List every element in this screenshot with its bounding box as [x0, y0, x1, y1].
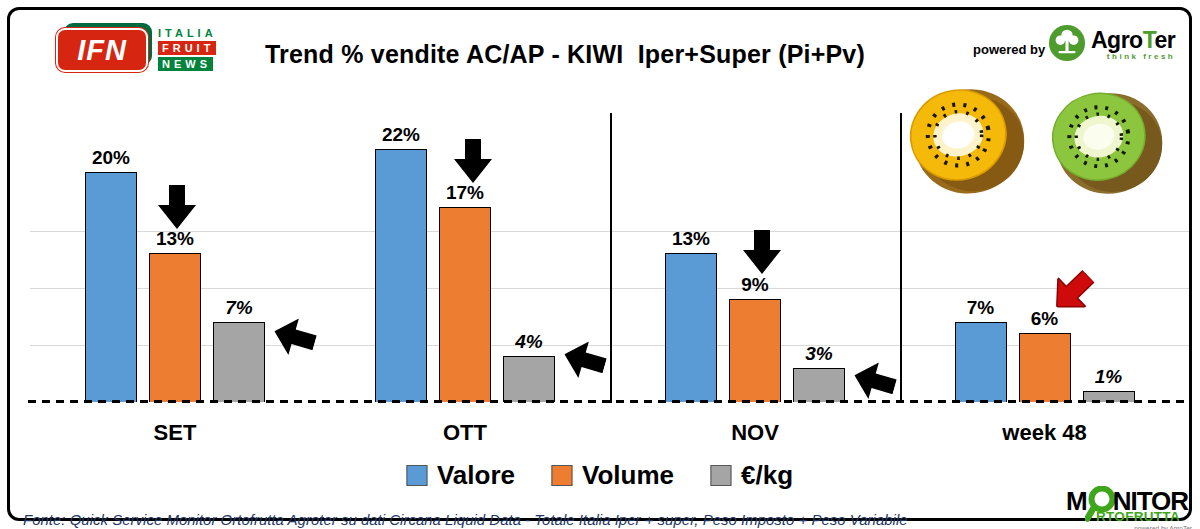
bar-valore-ott	[375, 149, 427, 402]
bar-valore-nov	[665, 253, 717, 403]
bar-column: 1%	[1083, 366, 1135, 403]
black-down-arrow-icon-ott	[454, 139, 492, 187]
x-axis-label-nov: NOV	[610, 420, 900, 446]
bar-value-label: 4%	[515, 331, 542, 353]
bar-volume-ott	[439, 207, 491, 403]
bar-value-label: 6%	[1031, 308, 1058, 330]
bar--kg-ott	[503, 356, 555, 402]
bar-group-set: 20% 13% 7%	[30, 113, 320, 402]
ifn-logo-red-box: IFN	[56, 28, 148, 72]
monitor-logo-m: M	[1066, 488, 1087, 514]
source-note: Fonte: Quick Service Monitor Ortofrutta …	[23, 511, 908, 528]
agroter-name: AgroTer	[1091, 27, 1175, 53]
bar--kg-set	[213, 322, 265, 403]
bar-column: 7%	[955, 297, 1007, 403]
x-axis-baseline	[28, 400, 1191, 403]
agroter-logo: AgroTer think fresh	[1048, 24, 1175, 66]
bar-column: 17%	[439, 182, 491, 403]
x-axis-labels: SETOTTNOVweek 48	[30, 414, 1191, 446]
bar-value-label: 7%	[967, 297, 994, 319]
x-axis-label-ott: OTT	[320, 420, 610, 446]
bar-column: 7%	[213, 297, 265, 403]
bar-column: 13%	[665, 228, 717, 403]
x-axis-label-set: SET	[30, 420, 320, 446]
bar-value-label: 22%	[382, 124, 420, 146]
legend-label: Valore	[437, 460, 515, 491]
bar-valore-week-48	[955, 322, 1007, 403]
ifn-logo-italia: ITALIA	[158, 27, 217, 39]
bar-value-label: 13%	[672, 228, 710, 250]
legend-item-volume: Volume	[551, 460, 674, 491]
bar-volume-set	[149, 253, 201, 403]
ifn-logo-wordmark: ITALIA FRUIT NEWS	[158, 27, 217, 71]
bar-volume-nov	[729, 299, 781, 403]
ifn-logo-news: NEWS	[158, 57, 213, 71]
bar-volume-week-48	[1019, 333, 1071, 402]
bar-value-label: 3%	[805, 343, 832, 365]
bar-value-label: 1%	[1095, 366, 1122, 388]
bar-value-label: 7%	[225, 297, 252, 319]
legend-item--kg: €/kg	[710, 460, 793, 491]
ifn-logo-abbr: IFN	[77, 34, 127, 67]
monitor-logo-powered-by: powered by AgroTer	[1066, 526, 1192, 529]
black-down-arrow-icon-nov	[743, 230, 781, 278]
bar-column: 6%	[1019, 308, 1071, 402]
powered-by-label: powered by	[973, 42, 1045, 57]
plot-right-border	[1189, 113, 1191, 403]
chart-title: Trend % vendite AC/AP - KIWI Iper+Super …	[265, 40, 865, 69]
bar--kg-nov	[793, 368, 845, 403]
ifn-logo-fruit: FRUIT	[158, 41, 216, 55]
legend-swatch	[710, 465, 731, 486]
x-axis-label-week-48: week 48	[900, 420, 1189, 446]
bar-valore-set	[85, 172, 137, 402]
agroter-wordmark: AgroTer think fresh	[1091, 29, 1175, 61]
bar-column: 4%	[503, 331, 555, 402]
bar-column: 22%	[375, 124, 427, 402]
legend-label: €/kg	[741, 460, 793, 491]
bar-value-label: 20%	[92, 147, 130, 169]
plot-area: 20% 13% 7% 22% 17% 4% 13% 9% 3% 7% 6% 1%	[30, 113, 1191, 403]
legend-swatch	[551, 465, 572, 486]
legend-label: Volume	[582, 460, 674, 491]
chart-legend: Valore Volume €/kg	[406, 460, 793, 491]
chart-frame: IFN ITALIA FRUIT NEWS Trend % vendite AC…	[7, 7, 1192, 521]
bar-column: 13%	[149, 228, 201, 403]
monitor-ortofrutta-logo: M NITOR RTOFRUTTA powered by AgroTer	[1066, 486, 1198, 529]
bar-column: 3%	[793, 343, 845, 403]
bar-column: 9%	[729, 274, 781, 403]
agroter-tagline: think fresh	[1091, 53, 1175, 61]
black-down-arrow-icon-set	[158, 185, 196, 233]
legend-item-valore: Valore	[406, 460, 515, 491]
legend-swatch	[406, 465, 427, 486]
bar-group-week-48: 7% 6% 1%	[900, 113, 1189, 402]
bar-column: 20%	[85, 147, 137, 402]
agroter-tree-icon	[1048, 24, 1086, 66]
